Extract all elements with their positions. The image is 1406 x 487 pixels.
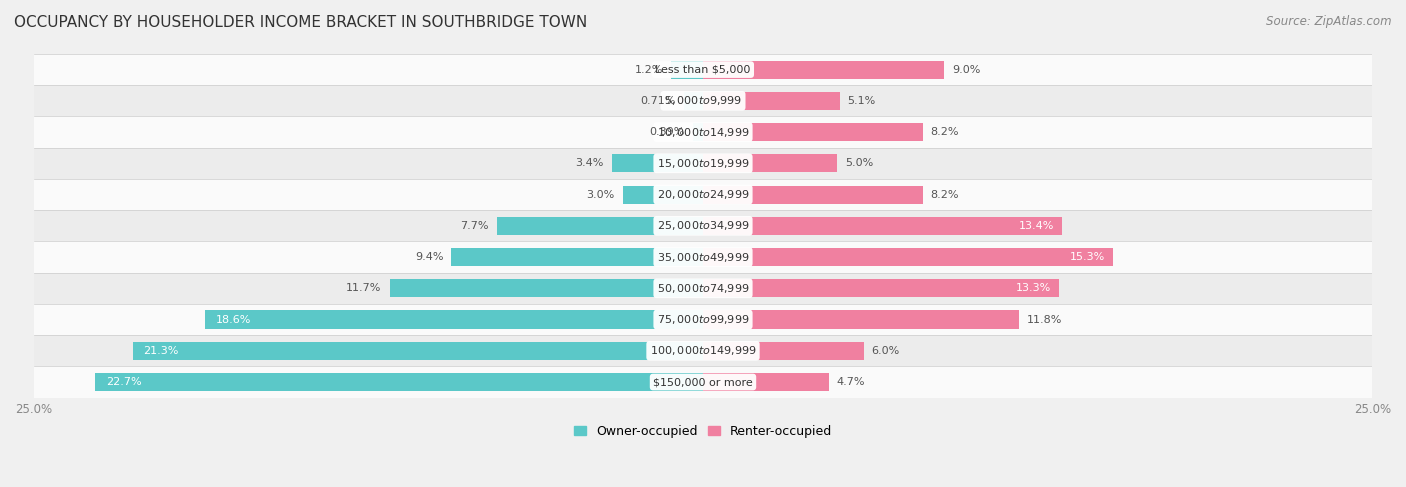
- Text: $10,000 to $14,999: $10,000 to $14,999: [657, 126, 749, 139]
- Bar: [693, 123, 703, 141]
- Text: $5,000 to $9,999: $5,000 to $9,999: [664, 94, 742, 107]
- Text: 5.0%: 5.0%: [845, 158, 873, 169]
- Text: 22.7%: 22.7%: [105, 377, 142, 387]
- Text: $150,000 or more: $150,000 or more: [654, 377, 752, 387]
- Text: 11.7%: 11.7%: [346, 283, 381, 293]
- Bar: [205, 311, 703, 329]
- Text: 15.3%: 15.3%: [1070, 252, 1105, 262]
- Text: 11.8%: 11.8%: [1026, 315, 1063, 324]
- Bar: [34, 304, 1372, 335]
- Text: 3.0%: 3.0%: [586, 189, 614, 200]
- Text: $35,000 to $49,999: $35,000 to $49,999: [657, 250, 749, 263]
- Text: 13.3%: 13.3%: [1017, 283, 1052, 293]
- Bar: [96, 373, 703, 391]
- Text: 8.2%: 8.2%: [931, 127, 959, 137]
- Text: 4.7%: 4.7%: [837, 377, 865, 387]
- Bar: [703, 279, 1059, 298]
- Text: $75,000 to $99,999: $75,000 to $99,999: [657, 313, 749, 326]
- Text: 0.71%: 0.71%: [641, 96, 676, 106]
- Bar: [451, 248, 703, 266]
- Bar: [683, 92, 703, 110]
- Bar: [389, 279, 703, 298]
- Bar: [703, 248, 1112, 266]
- Bar: [671, 60, 703, 78]
- Text: 7.7%: 7.7%: [460, 221, 489, 231]
- Bar: [623, 186, 703, 204]
- Bar: [703, 342, 863, 360]
- Bar: [703, 311, 1019, 329]
- Text: 1.2%: 1.2%: [634, 65, 662, 75]
- Text: $25,000 to $34,999: $25,000 to $34,999: [657, 219, 749, 232]
- Text: 9.4%: 9.4%: [415, 252, 443, 262]
- Bar: [703, 186, 922, 204]
- Text: 8.2%: 8.2%: [931, 189, 959, 200]
- Bar: [34, 366, 1372, 398]
- Text: 3.4%: 3.4%: [575, 158, 605, 169]
- Text: OCCUPANCY BY HOUSEHOLDER INCOME BRACKET IN SOUTHBRIDGE TOWN: OCCUPANCY BY HOUSEHOLDER INCOME BRACKET …: [14, 15, 588, 30]
- Text: $15,000 to $19,999: $15,000 to $19,999: [657, 157, 749, 170]
- Bar: [34, 273, 1372, 304]
- Text: 5.1%: 5.1%: [848, 96, 876, 106]
- Bar: [703, 92, 839, 110]
- Bar: [612, 154, 703, 172]
- Legend: Owner-occupied, Renter-occupied: Owner-occupied, Renter-occupied: [568, 420, 838, 443]
- Bar: [34, 54, 1372, 85]
- Text: 13.4%: 13.4%: [1018, 221, 1053, 231]
- Text: 21.3%: 21.3%: [143, 346, 179, 356]
- Text: $50,000 to $74,999: $50,000 to $74,999: [657, 282, 749, 295]
- Bar: [34, 242, 1372, 273]
- Text: $20,000 to $24,999: $20,000 to $24,999: [657, 188, 749, 201]
- Bar: [34, 335, 1372, 366]
- Text: 6.0%: 6.0%: [872, 346, 900, 356]
- Bar: [132, 342, 703, 360]
- Bar: [34, 116, 1372, 148]
- Text: Less than $5,000: Less than $5,000: [655, 65, 751, 75]
- Bar: [703, 154, 837, 172]
- Text: 9.0%: 9.0%: [952, 65, 980, 75]
- Bar: [496, 217, 703, 235]
- Bar: [703, 373, 830, 391]
- Bar: [34, 148, 1372, 179]
- Bar: [34, 179, 1372, 210]
- Bar: [703, 217, 1062, 235]
- Text: $100,000 to $149,999: $100,000 to $149,999: [650, 344, 756, 357]
- Text: 18.6%: 18.6%: [215, 315, 252, 324]
- Bar: [34, 85, 1372, 116]
- Bar: [703, 123, 922, 141]
- Bar: [703, 60, 943, 78]
- Text: Source: ZipAtlas.com: Source: ZipAtlas.com: [1267, 15, 1392, 28]
- Text: 0.39%: 0.39%: [650, 127, 685, 137]
- Bar: [34, 210, 1372, 242]
